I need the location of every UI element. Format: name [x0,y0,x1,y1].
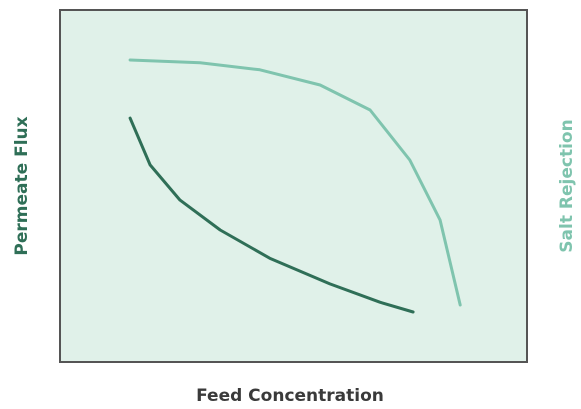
y2-axis-label: Salt Rejection [557,119,577,252]
plot-area [59,9,528,363]
line [128,58,462,307]
x-axis-label: Feed Concentration [196,386,384,406]
y-axis-label: Permeate Flux [12,116,32,255]
line [128,116,415,314]
